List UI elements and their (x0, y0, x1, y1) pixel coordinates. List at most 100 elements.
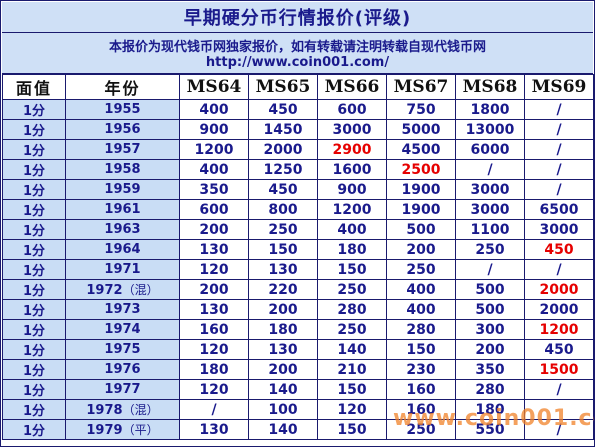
price-cell-ms64: 400 (179, 99, 249, 120)
price-cell-ms68: 350 (455, 359, 525, 380)
price-cell-ms64: 130 (179, 419, 249, 440)
price-cell-ms69: 450 (524, 239, 594, 260)
price-cell-ms69: 450 (524, 339, 594, 360)
denomination-cell: 1分 (2, 199, 66, 220)
price-cell-ms66: 150 (317, 419, 387, 440)
price-cell-ms68: 6000 (455, 139, 525, 160)
price-cell-ms67: 280 (386, 319, 456, 340)
price-cell-ms64: 120 (179, 339, 249, 360)
price-cell-ms65: 200 (248, 359, 318, 380)
price-cell-ms69: 2000 (524, 279, 594, 300)
denomination-cell: 1分 (2, 219, 66, 240)
price-cell-ms66: 3000 (317, 119, 387, 140)
price-cell-ms64: 120 (179, 379, 249, 400)
year-cell: 1971 (65, 259, 180, 280)
denomination-cell: 1分 (2, 359, 66, 380)
price-cell-ms68: 13000 (455, 119, 525, 140)
table-header-row: 面值 年份 MS64 MS65 MS66 MS67 MS68 MS69 (2, 74, 594, 100)
price-cell-ms67: 160 (386, 399, 456, 420)
price-cell-ms65: 200 (248, 299, 318, 320)
price-cell-ms65: 2000 (248, 139, 318, 160)
year-value: 1975 (104, 342, 141, 357)
price-cell-ms69: / (524, 159, 594, 180)
year-value: 1956 (104, 122, 141, 137)
price-cell-ms64: 180 (179, 359, 249, 380)
table-row: 1分 1973 130 200 280 400 500 2000 (2, 299, 594, 320)
price-cell-ms66: 1600 (317, 159, 387, 180)
year-value: 1972 (86, 283, 123, 298)
denomination-cell: 1分 (2, 299, 66, 320)
denomination-cell: 1分 (2, 319, 66, 340)
site-url-link[interactable]: http://www.coin001.com/ (205, 55, 390, 70)
copyright-notice: 本报价为现代钱币网独家报价，如有转载请注明转载自现代钱币网 http://www… (2, 33, 593, 74)
price-cell-ms69: 3000 (524, 219, 594, 240)
denomination-cell: 1分 (2, 119, 66, 140)
price-cell-ms68: 3000 (455, 199, 525, 220)
table-row: 1分 1972（混） 200 220 250 400 500 2000 (2, 279, 594, 300)
price-cell-ms64: 1200 (179, 139, 249, 160)
price-cell-ms67: 250 (386, 419, 456, 440)
price-cell-ms66: 140 (317, 339, 387, 360)
price-cell-ms67: 5000 (386, 119, 456, 140)
year-cell: 1975 (65, 339, 180, 360)
price-cell-ms66: 400 (317, 219, 387, 240)
table-row: 1分 1958 400 1250 1600 2500// (2, 159, 594, 180)
year-cell: 1959 (65, 179, 180, 200)
price-cell-ms66: 2900 (317, 139, 387, 160)
year-value: 1978 (86, 403, 123, 418)
price-cell-ms65: 100 (248, 399, 318, 420)
year-cell: 1978（混） (65, 399, 180, 420)
price-cell-ms65: 180 (248, 319, 318, 340)
price-cell-ms65: 1250 (248, 159, 318, 180)
price-cell-ms66: 180 (317, 239, 387, 260)
column-header-denomination: 面值 (2, 74, 66, 100)
denomination-cell: 1分 (2, 339, 66, 360)
price-cell-ms66: 280 (317, 299, 387, 320)
year-cell: 1979（平） (65, 419, 180, 440)
price-cell-ms65: 220 (248, 279, 318, 300)
price-cell-ms68: 200 (455, 339, 525, 360)
denomination-cell: 1分 (2, 259, 66, 280)
price-cell-ms68: 1100 (455, 219, 525, 240)
denomination-cell: 1分 (2, 379, 66, 400)
price-cell-ms65: 450 (248, 99, 318, 120)
price-cell-ms64: 160 (179, 319, 249, 340)
price-cell-ms69: / (524, 99, 594, 120)
price-cell-ms64: 200 (179, 219, 249, 240)
price-cell-ms67: 4500 (386, 139, 456, 160)
table-row: 1分 1974 160 180 250 280 300 1200 (2, 319, 594, 340)
price-cell-ms68: / (455, 259, 525, 280)
column-header-ms65: MS65 (248, 74, 318, 100)
price-cell-ms66: 150 (317, 379, 387, 400)
price-cell-ms65: 450 (248, 179, 318, 200)
price-cell-ms66: 150 (317, 259, 387, 280)
price-cell-ms69: / (524, 419, 594, 440)
price-cell-ms64: 400 (179, 159, 249, 180)
price-cell-ms66: 210 (317, 359, 387, 380)
year-cell: 1957 (65, 139, 180, 160)
price-cell-ms67: 2500 (386, 159, 456, 180)
price-cell-ms65: 250 (248, 219, 318, 240)
table-row: 1分 1963 200 250 400 500 1100 3000 (2, 219, 594, 240)
price-cell-ms64: 600 (179, 199, 249, 220)
year-cell: 1958 (65, 159, 180, 180)
table-row: 1分 1978（混）/100 120 160 180 (2, 399, 594, 420)
price-cell-ms67: 250 (386, 259, 456, 280)
year-value: 1979 (86, 423, 123, 438)
year-value: 1961 (104, 202, 141, 217)
price-cell-ms65: 140 (248, 379, 318, 400)
price-cell-ms67: 1900 (386, 179, 456, 200)
denomination-cell: 1分 (2, 179, 66, 200)
price-cell-ms68: 180 (455, 399, 525, 420)
price-cell-ms64: 130 (179, 239, 249, 260)
price-cell-ms65: 130 (248, 339, 318, 360)
price-cell-ms67: 750 (386, 99, 456, 120)
denomination-cell: 1分 (2, 239, 66, 260)
year-cell: 1956 (65, 119, 180, 140)
price-cell-ms67: 200 (386, 239, 456, 260)
price-cell-ms68: 550 (455, 419, 525, 440)
table-row: 1分 1979（平） 130 140 150 250 550/ (2, 419, 594, 440)
column-header-ms68: MS68 (455, 74, 525, 100)
price-cell-ms67: 160 (386, 379, 456, 400)
year-variant-note: （混） (122, 403, 159, 417)
